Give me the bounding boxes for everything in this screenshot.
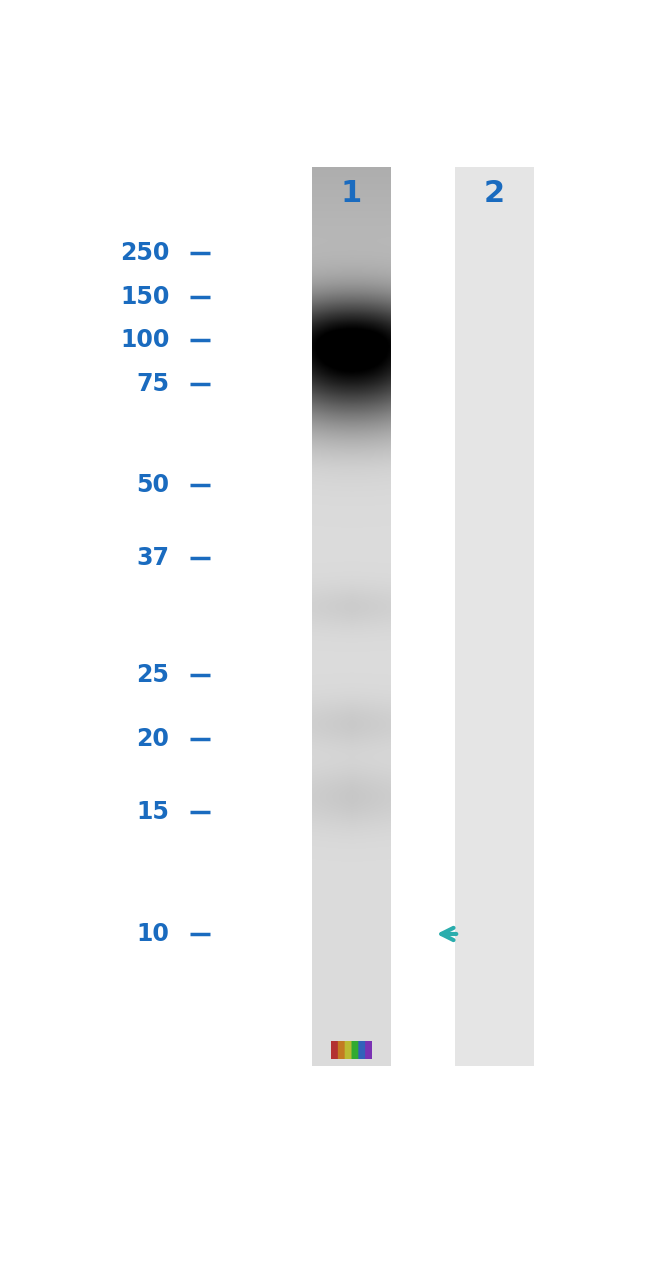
Text: 1: 1 (340, 179, 361, 208)
Text: 37: 37 (136, 546, 170, 570)
Text: 50: 50 (136, 472, 170, 496)
Text: 250: 250 (120, 241, 170, 265)
Text: 25: 25 (136, 662, 170, 687)
Text: 100: 100 (120, 327, 170, 352)
Text: 10: 10 (136, 923, 170, 945)
Text: 150: 150 (120, 286, 170, 308)
Text: 2: 2 (484, 179, 505, 208)
Text: 20: 20 (136, 727, 170, 750)
Text: 15: 15 (136, 799, 170, 824)
Text: 75: 75 (136, 372, 170, 396)
